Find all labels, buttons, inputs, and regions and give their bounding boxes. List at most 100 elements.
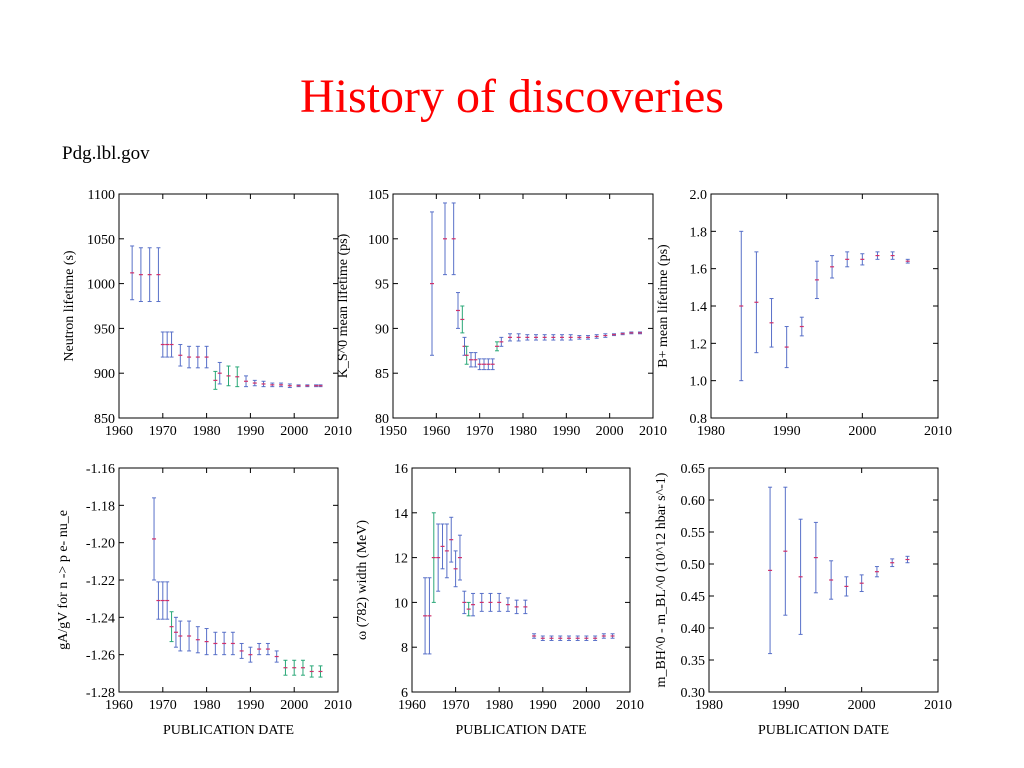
data-point — [244, 375, 249, 388]
data-point — [292, 659, 297, 676]
data-point — [754, 251, 759, 354]
data-point — [462, 590, 467, 615]
x-tick-label: 1990 — [529, 698, 557, 713]
x-tick-label: 1950 — [379, 424, 407, 439]
y-tick-label: 1.2 — [690, 337, 708, 352]
x-tick-label: 1970 — [442, 698, 470, 713]
x-tick-label: 2000 — [596, 424, 624, 439]
y-axis-label: Neutron lifetime (s) — [62, 250, 77, 362]
chart-1: 1960 1970 1980 1990 2000 2010 850 900 950 1000 105… — [62, 188, 352, 439]
x-tick-label: 1980 — [485, 698, 513, 713]
y-tick-label: 1000 — [87, 278, 115, 293]
data-point — [261, 380, 266, 388]
x-tick-label: 1960 — [105, 698, 133, 713]
y-tick-label: 1.8 — [690, 225, 708, 240]
data-point — [610, 633, 615, 639]
data-point — [451, 202, 456, 276]
data-point — [534, 334, 538, 341]
data-point — [798, 518, 803, 635]
data-point — [169, 611, 174, 643]
data-point — [444, 523, 449, 579]
data-point — [287, 383, 292, 389]
y-tick-label: 90 — [375, 322, 389, 337]
x-tick-label: 2010 — [324, 698, 352, 713]
data-point — [514, 599, 519, 615]
data-point — [248, 646, 253, 663]
data-point — [213, 631, 218, 656]
data-point — [490, 358, 495, 371]
y-tick-label: 100 — [368, 233, 389, 248]
chart-3: 1980 1990 2000 2010 0.8 1.0 1.2 1.4 1.6 1.8 2.0 B+ … — [656, 188, 952, 439]
data-point — [505, 597, 510, 612]
data-point — [252, 379, 257, 387]
data-point — [165, 331, 170, 358]
data-point — [739, 230, 744, 382]
x-tick-label: 2010 — [924, 698, 952, 713]
y-tick-label: -1.26 — [86, 649, 115, 664]
y-tick-label: -1.16 — [86, 462, 115, 477]
data-point — [769, 298, 774, 348]
x-tick-label: 2000 — [848, 698, 876, 713]
data-point — [495, 341, 499, 352]
x-tick-label: 1970 — [149, 424, 177, 439]
source-label: Pdg.lbl.gov — [62, 143, 150, 164]
data-point — [187, 620, 192, 652]
y-tick-label: 105 — [368, 188, 389, 203]
data-point — [577, 335, 582, 340]
y-tick-label: -1.28 — [86, 686, 115, 701]
x-axis-label: PUBLICATION DATE — [163, 723, 294, 738]
y-tick-label: 2.0 — [690, 188, 708, 203]
y-tick-label: 80 — [375, 412, 389, 427]
plot-frame — [118, 193, 339, 419]
y-tick-label: 0.35 — [681, 654, 706, 669]
y-tick-label: 0.60 — [681, 494, 706, 509]
data-point — [226, 365, 231, 387]
x-tick-label: 1980 — [193, 424, 221, 439]
x-tick-label: 1960 — [398, 698, 426, 713]
data-point — [469, 352, 473, 368]
data-point — [318, 665, 323, 678]
data-point — [488, 592, 493, 612]
x-tick-label: 2010 — [924, 424, 952, 439]
plot-frame — [118, 467, 339, 693]
y-tick-label: 1.4 — [690, 300, 708, 315]
x-tick-label: 2010 — [639, 424, 667, 439]
data-point — [165, 581, 170, 620]
x-tick-label: 1990 — [771, 698, 799, 713]
y-tick-label: 0.30 — [681, 686, 706, 701]
data-point — [497, 592, 502, 612]
data-point — [460, 305, 465, 334]
data-point — [152, 497, 157, 581]
data-point — [160, 331, 165, 358]
data-point — [905, 555, 910, 564]
y-tick-label: 0.55 — [681, 526, 706, 541]
data-point — [230, 631, 235, 656]
data-point — [890, 558, 895, 568]
data-point — [845, 251, 850, 268]
data-point — [486, 358, 491, 371]
data-point — [178, 620, 183, 652]
data-point — [594, 334, 599, 339]
y-axis-label: B+ mean lifetime (ps) — [656, 244, 671, 368]
y-tick-label: 10 — [394, 596, 408, 611]
data-point — [300, 659, 305, 676]
data-point — [844, 576, 849, 597]
data-point — [309, 665, 314, 678]
data-point — [558, 635, 563, 641]
data-point — [829, 560, 834, 600]
data-point — [443, 202, 447, 276]
data-point — [138, 247, 143, 303]
data-point — [130, 245, 135, 301]
data-point — [257, 642, 262, 656]
data-point — [222, 631, 227, 656]
data-point — [235, 366, 240, 388]
data-point — [784, 326, 789, 369]
plot-frame — [411, 467, 631, 693]
data-point — [156, 247, 161, 303]
slide-title: History of discoveries — [300, 70, 724, 123]
data-point — [449, 516, 454, 563]
chart-4: 1960 1970 1980 1990 2000 2010 -1.16 -1.18 -1.20 -… — [56, 462, 352, 738]
x-tick-label: 2000 — [280, 698, 308, 713]
data-point — [768, 486, 773, 655]
